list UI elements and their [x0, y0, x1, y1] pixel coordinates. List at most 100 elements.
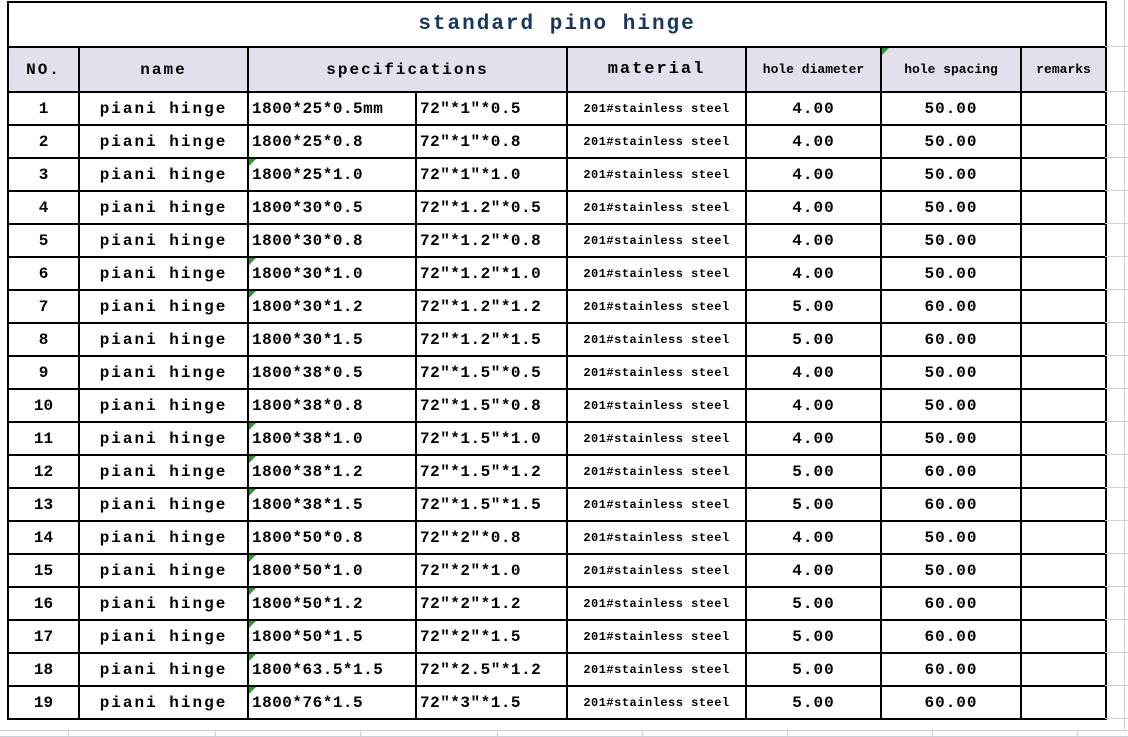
cell-name[interactable]: piani hinge [78, 157, 249, 192]
cell-remarks[interactable] [1019, 421, 1108, 456]
cell-material[interactable]: 201#stainless steel [566, 91, 747, 126]
cell-remarks[interactable] [1019, 256, 1108, 291]
cell-name[interactable]: piani hinge [78, 190, 249, 225]
cell-no[interactable]: 3 [7, 157, 80, 192]
cell-hole-diameter[interactable]: 4.00 [745, 553, 882, 588]
cell-material[interactable]: 201#stainless steel [566, 685, 747, 720]
cell-no[interactable]: 1 [7, 91, 80, 126]
cell-no[interactable]: 2 [7, 124, 80, 159]
cell-spec-mm[interactable]: 1800*30*0.8 [247, 223, 417, 258]
cell-spec-mm[interactable]: 1800*76*1.5 [247, 685, 417, 720]
cell-hole-diameter[interactable]: 5.00 [745, 685, 882, 720]
cell-hole-diameter[interactable]: 5.00 [745, 586, 882, 621]
cell-hole-spacing[interactable]: 50.00 [880, 157, 1022, 192]
cell-no[interactable]: 15 [7, 553, 80, 588]
cell-hole-diameter[interactable]: 4.00 [745, 520, 882, 555]
cell-hole-spacing[interactable]: 60.00 [880, 487, 1022, 522]
cell-material[interactable]: 201#stainless steel [566, 190, 747, 225]
header-specifications[interactable]: specifications [247, 46, 568, 93]
cell-name[interactable]: piani hinge [78, 454, 249, 489]
cell-hole-spacing[interactable]: 50.00 [880, 91, 1022, 126]
cell-remarks[interactable] [1019, 223, 1108, 258]
cell-spec-inch[interactable]: 72″*1.2″*1.2 [415, 289, 568, 324]
cell-spec-mm[interactable]: 1800*38*0.8 [247, 388, 417, 423]
cell-no[interactable]: 8 [7, 322, 80, 357]
cell-name[interactable]: piani hinge [78, 322, 249, 357]
cell-hole-spacing[interactable]: 60.00 [880, 619, 1022, 654]
cell-name[interactable]: piani hinge [78, 91, 249, 126]
cell-remarks[interactable] [1019, 520, 1108, 555]
cell-material[interactable]: 201#stainless steel [566, 157, 747, 192]
header-remarks[interactable]: remarks [1019, 46, 1108, 93]
cell-spec-inch[interactable]: 72″*2″*1.5 [415, 619, 568, 654]
cell-spec-inch[interactable]: 72″*1.2″*0.5 [415, 190, 568, 225]
cell-spec-mm[interactable]: 1800*25*0.5mm [247, 91, 417, 126]
cell-material[interactable]: 201#stainless steel [566, 586, 747, 621]
cell-name[interactable]: piani hinge [78, 619, 249, 654]
cell-remarks[interactable] [1019, 190, 1108, 225]
cell-no[interactable]: 18 [7, 652, 80, 687]
cell-hole-spacing[interactable]: 50.00 [880, 355, 1022, 390]
cell-name[interactable]: piani hinge [78, 685, 249, 720]
cell-material[interactable]: 201#stainless steel [566, 487, 747, 522]
cell-spec-inch[interactable]: 72″*1.5″*1.5 [415, 487, 568, 522]
cell-spec-mm[interactable]: 1800*25*0.8 [247, 124, 417, 159]
cell-remarks[interactable] [1019, 322, 1108, 357]
header-no[interactable]: NO. [7, 46, 80, 93]
cell-remarks[interactable] [1019, 91, 1108, 126]
cell-remarks[interactable] [1019, 553, 1108, 588]
sheet-title[interactable]: standard pino hinge [6, 1, 1108, 48]
cell-spec-mm[interactable]: 1800*50*1.5 [247, 619, 417, 654]
cell-spec-inch[interactable]: 72″*1.2″*1.0 [415, 256, 568, 291]
cell-spec-mm[interactable]: 1800*50*1.0 [247, 553, 417, 588]
cell-hole-spacing[interactable]: 60.00 [880, 454, 1022, 489]
cell-no[interactable]: 16 [7, 586, 80, 621]
cell-no[interactable]: 9 [7, 355, 80, 390]
cell-name[interactable]: piani hinge [78, 223, 249, 258]
cell-hole-diameter[interactable]: 4.00 [745, 421, 882, 456]
cell-hole-diameter[interactable]: 4.00 [745, 223, 882, 258]
cell-name[interactable]: piani hinge [78, 289, 249, 324]
cell-material[interactable]: 201#stainless steel [566, 289, 747, 324]
cell-hole-diameter[interactable]: 4.00 [745, 157, 882, 192]
cell-material[interactable]: 201#stainless steel [566, 256, 747, 291]
cell-spec-inch[interactable]: 72″*1″*0.5 [415, 91, 568, 126]
header-hole-diameter[interactable]: hole diameter [745, 46, 882, 93]
cell-material[interactable]: 201#stainless steel [566, 388, 747, 423]
cell-hole-diameter[interactable]: 4.00 [745, 355, 882, 390]
cell-no[interactable]: 10 [7, 388, 80, 423]
cell-spec-mm[interactable]: 1800*50*1.2 [247, 586, 417, 621]
cell-spec-mm[interactable]: 1800*38*0.5 [247, 355, 417, 390]
cell-remarks[interactable] [1019, 652, 1108, 687]
cell-spec-inch[interactable]: 72″*1″*0.8 [415, 124, 568, 159]
cell-name[interactable]: piani hinge [78, 355, 249, 390]
cell-hole-diameter[interactable]: 5.00 [745, 454, 882, 489]
cell-no[interactable]: 13 [7, 487, 80, 522]
header-hole-spacing[interactable]: hole spacing [880, 46, 1022, 93]
cell-material[interactable]: 201#stainless steel [566, 553, 747, 588]
cell-hole-spacing[interactable]: 50.00 [880, 124, 1022, 159]
cell-remarks[interactable] [1019, 454, 1108, 489]
cell-hole-spacing[interactable]: 60.00 [880, 322, 1022, 357]
cell-spec-mm[interactable]: 1800*25*1.0 [247, 157, 417, 192]
cell-material[interactable]: 201#stainless steel [566, 355, 747, 390]
cell-no[interactable]: 5 [7, 223, 80, 258]
cell-no[interactable]: 19 [7, 685, 80, 720]
cell-spec-mm[interactable]: 1800*30*1.5 [247, 322, 417, 357]
cell-spec-inch[interactable]: 72″*2.5″*1.2 [415, 652, 568, 687]
cell-hole-diameter[interactable]: 5.00 [745, 322, 882, 357]
cell-spec-mm[interactable]: 1800*30*1.0 [247, 256, 417, 291]
cell-spec-inch[interactable]: 72″*1.2″*0.8 [415, 223, 568, 258]
header-name[interactable]: name [78, 46, 249, 93]
cell-hole-spacing[interactable]: 60.00 [880, 652, 1022, 687]
cell-no[interactable]: 4 [7, 190, 80, 225]
cell-spec-inch[interactable]: 72″*2″*1.0 [415, 553, 568, 588]
cell-remarks[interactable] [1019, 619, 1108, 654]
cell-name[interactable]: piani hinge [78, 586, 249, 621]
cell-name[interactable]: piani hinge [78, 487, 249, 522]
cell-remarks[interactable] [1019, 388, 1108, 423]
cell-hole-spacing[interactable]: 50.00 [880, 421, 1022, 456]
cell-spec-mm[interactable]: 1800*50*0.8 [247, 520, 417, 555]
cell-spec-inch[interactable]: 72″*1.5″*1.2 [415, 454, 568, 489]
cell-hole-spacing[interactable]: 50.00 [880, 553, 1022, 588]
